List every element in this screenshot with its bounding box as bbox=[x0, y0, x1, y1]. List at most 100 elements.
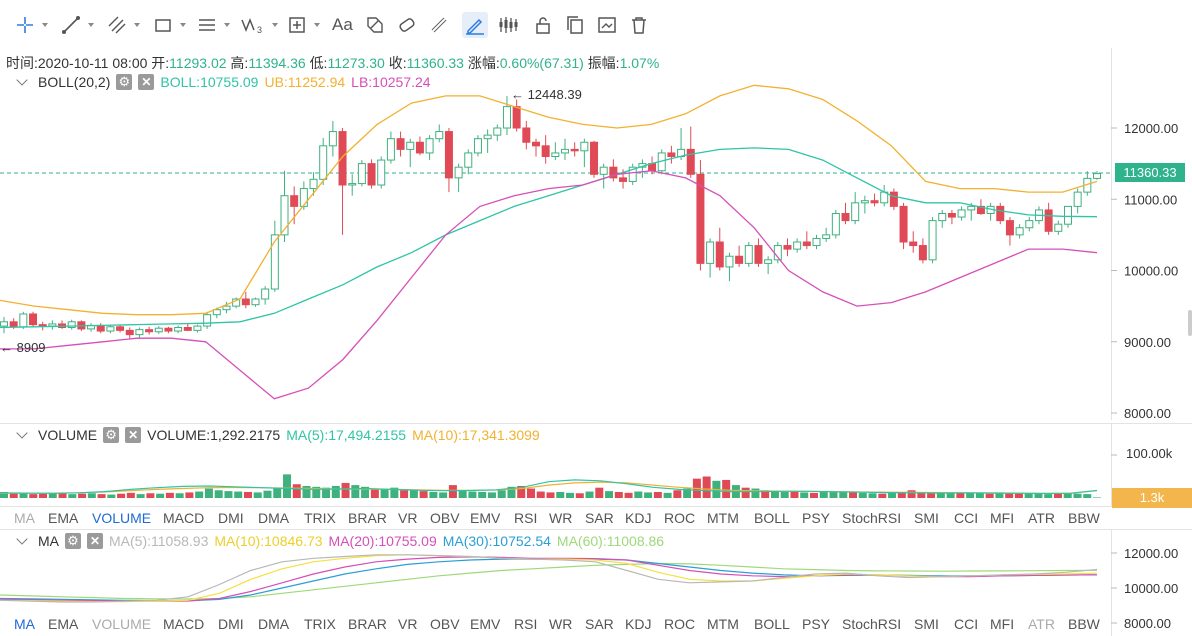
tab-stochrsi[interactable]: StochRSI bbox=[842, 510, 902, 526]
tab-dma[interactable]: DMA bbox=[258, 510, 290, 526]
tab-smi[interactable]: SMI bbox=[914, 510, 939, 526]
measure-tool-icon[interactable] bbox=[286, 12, 320, 38]
draw-tool-icon[interactable] bbox=[462, 12, 488, 38]
candle bbox=[1073, 188, 1082, 214]
copy-icon[interactable] bbox=[564, 12, 586, 38]
candle bbox=[725, 252, 734, 282]
tab-mfi[interactable]: MFI bbox=[990, 616, 1015, 632]
tab-cci[interactable]: CCI bbox=[954, 510, 979, 526]
tab-ma[interactable]: MA bbox=[14, 510, 35, 526]
tab-roc[interactable]: ROC bbox=[664, 510, 696, 526]
candle bbox=[377, 156, 386, 189]
tab-mfi[interactable]: MFI bbox=[990, 510, 1015, 526]
collapse-chevron-icon[interactable] bbox=[16, 533, 28, 545]
tab-vr[interactable]: VR bbox=[398, 510, 418, 526]
volume-bar bbox=[946, 492, 955, 498]
tab-obv[interactable]: OBV bbox=[430, 510, 460, 526]
tab-emv[interactable]: EMV bbox=[470, 616, 501, 632]
tab-sar[interactable]: SAR bbox=[585, 510, 614, 526]
tab-ema[interactable]: EMA bbox=[48, 616, 79, 632]
tab-trix[interactable]: TRIX bbox=[304, 616, 336, 632]
tab-ema[interactable]: EMA bbox=[48, 510, 79, 526]
delete-icon[interactable] bbox=[628, 12, 650, 38]
magnet-tool-icon[interactable] bbox=[396, 12, 418, 38]
tab-sar[interactable]: SAR bbox=[585, 616, 614, 632]
tab-rsi[interactable]: RSI bbox=[514, 510, 538, 526]
candle bbox=[599, 163, 608, 189]
tab-ma[interactable]: MA bbox=[14, 616, 35, 632]
settings-gear-icon[interactable]: ⚙ bbox=[103, 427, 120, 443]
tab-kdj[interactable]: KDJ bbox=[625, 616, 652, 632]
volume-pane-title: VOLUME bbox=[38, 427, 98, 443]
text-tool-icon[interactable]: Aa bbox=[332, 12, 353, 38]
close-icon[interactable]: ✕ bbox=[125, 427, 142, 443]
close-icon[interactable]: ✕ bbox=[138, 74, 155, 90]
tab-rsi[interactable]: RSI bbox=[514, 616, 538, 632]
tab-psy[interactable]: PSY bbox=[802, 510, 831, 526]
volume-bar bbox=[243, 491, 252, 498]
tab-trix[interactable]: TRIX bbox=[304, 510, 336, 526]
candle bbox=[125, 327, 134, 339]
candle bbox=[328, 120, 337, 157]
candle bbox=[522, 120, 531, 150]
tab-dma[interactable]: DMA bbox=[258, 616, 290, 632]
pattern-tool-icon[interactable] bbox=[364, 12, 386, 38]
collapse-chevron-icon[interactable] bbox=[16, 427, 28, 439]
candle bbox=[87, 323, 96, 332]
volume-bar bbox=[1053, 493, 1062, 498]
scrollbar-handle[interactable] bbox=[1188, 310, 1192, 336]
rectangle-tool-icon[interactable] bbox=[152, 12, 186, 38]
trend-line-tool-icon[interactable] bbox=[60, 12, 94, 38]
settings-gear-icon[interactable]: ⚙ bbox=[116, 74, 133, 90]
close-icon[interactable]: ✕ bbox=[87, 533, 103, 549]
candle bbox=[145, 326, 154, 335]
candle bbox=[193, 324, 202, 333]
tab-macd[interactable]: MACD bbox=[163, 616, 205, 632]
tab-brar[interactable]: BRAR bbox=[348, 616, 387, 632]
tab-macd[interactable]: MACD bbox=[163, 510, 205, 526]
tab-kdj[interactable]: KDJ bbox=[625, 510, 652, 526]
tab-dmi[interactable]: DMI bbox=[218, 616, 244, 632]
tab-emv[interactable]: EMV bbox=[470, 510, 501, 526]
settings-gear-icon[interactable]: ⚙ bbox=[65, 533, 81, 549]
tab-dmi[interactable]: DMI bbox=[218, 510, 244, 526]
tab-brar[interactable]: BRAR bbox=[348, 510, 387, 526]
tab-boll[interactable]: BOLL bbox=[754, 510, 790, 526]
candle bbox=[947, 209, 956, 225]
tab-psy[interactable]: PSY bbox=[802, 616, 831, 632]
volume-bar bbox=[439, 492, 448, 498]
tab-wr[interactable]: WR bbox=[549, 510, 573, 526]
pane-separator bbox=[0, 423, 1192, 424]
volume-bar bbox=[185, 492, 194, 498]
chart-type-icon[interactable] bbox=[496, 12, 522, 38]
tab-stochrsi[interactable]: StochRSI bbox=[842, 616, 902, 632]
tab-volume[interactable]: VOLUME bbox=[92, 510, 152, 526]
fib-tool-icon[interactable] bbox=[106, 12, 140, 38]
tab-bbw[interactable]: BBW bbox=[1068, 510, 1100, 526]
tab-mtm[interactable]: MTM bbox=[707, 510, 739, 526]
tab-cci[interactable]: CCI bbox=[954, 616, 979, 632]
volume-bar bbox=[0, 491, 8, 498]
crosshair-tool-icon[interactable] bbox=[14, 12, 48, 38]
tab-vr[interactable]: VR bbox=[398, 616, 418, 632]
tab-mtm[interactable]: MTM bbox=[707, 616, 739, 632]
tab-roc[interactable]: ROC bbox=[664, 616, 696, 632]
candle bbox=[338, 128, 347, 235]
screenshot-icon[interactable] bbox=[596, 12, 618, 38]
tab-atr[interactable]: ATR bbox=[1028, 616, 1055, 632]
lock-icon[interactable] bbox=[532, 12, 554, 38]
wave-tool-icon[interactable]: 3 bbox=[240, 12, 278, 38]
tab-obv[interactable]: OBV bbox=[430, 616, 460, 632]
tab-smi[interactable]: SMI bbox=[914, 616, 939, 632]
tab-atr[interactable]: ATR bbox=[1028, 510, 1055, 526]
volume-bar bbox=[156, 493, 165, 498]
tab-wr[interactable]: WR bbox=[549, 616, 573, 632]
tab-boll[interactable]: BOLL bbox=[754, 616, 790, 632]
ruler-tool-icon[interactable] bbox=[428, 12, 450, 38]
tab-volume[interactable]: VOLUME bbox=[92, 616, 152, 632]
tab-bbw[interactable]: BBW bbox=[1068, 616, 1100, 632]
volume-bar bbox=[956, 492, 965, 498]
horizontal-lines-tool-icon[interactable] bbox=[196, 12, 230, 38]
volume-bar bbox=[790, 491, 799, 498]
